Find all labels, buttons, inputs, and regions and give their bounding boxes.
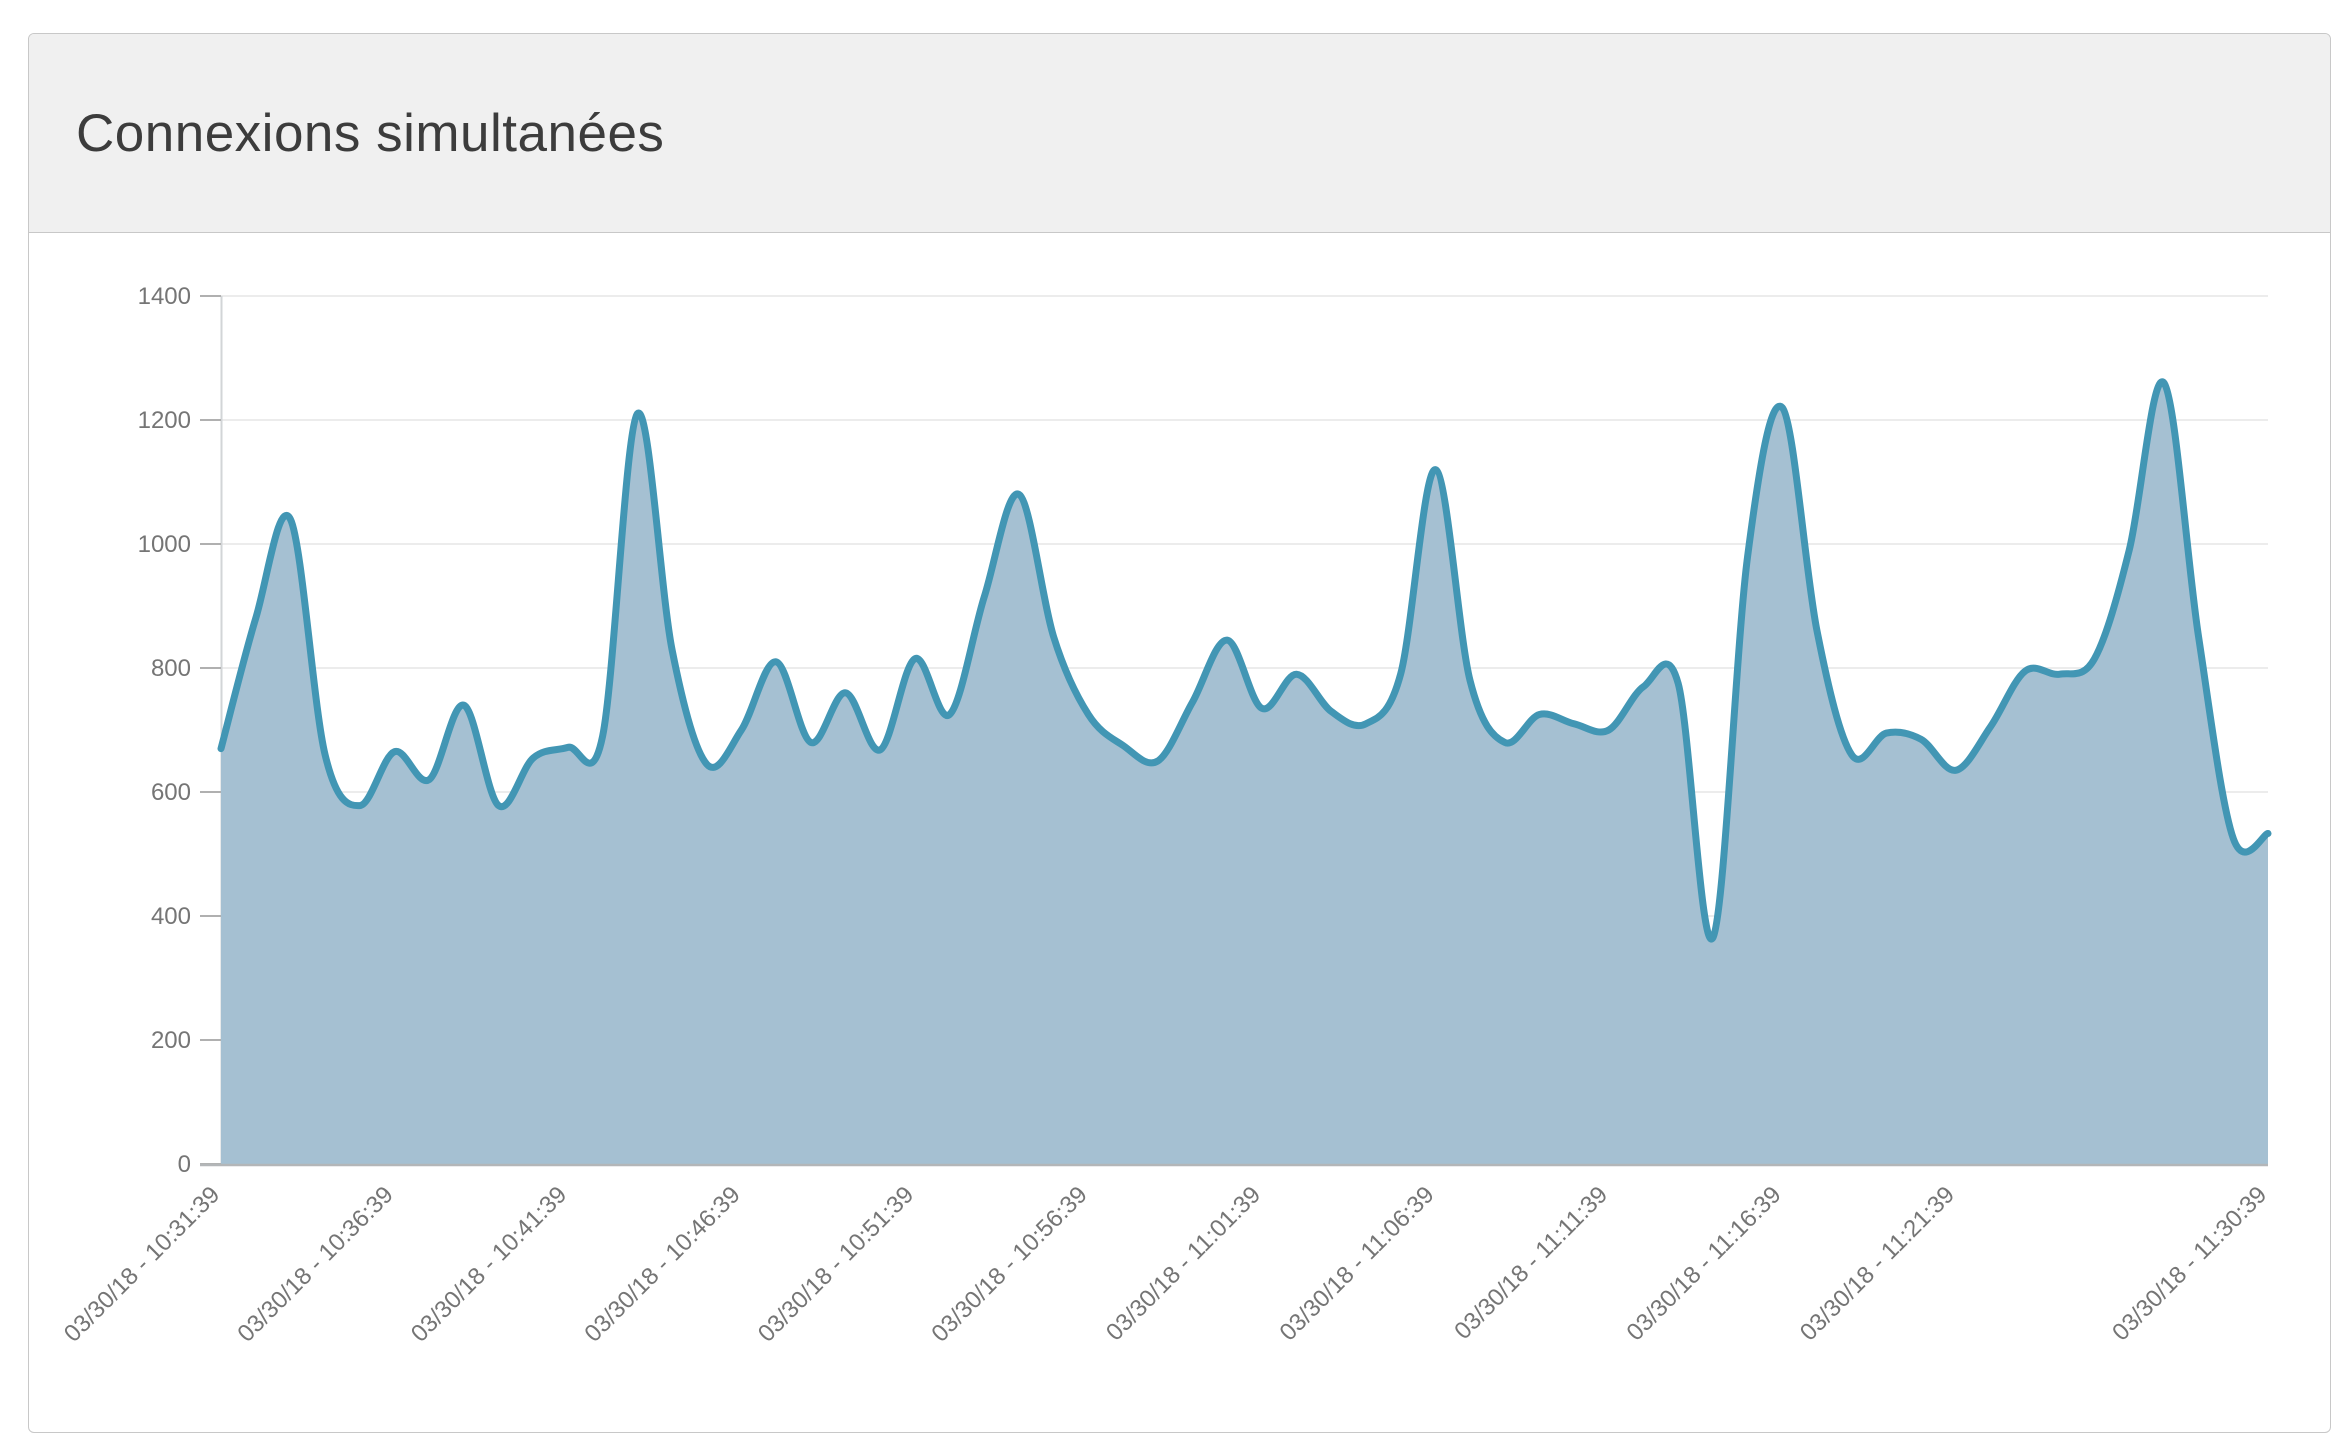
chart-title: Connexions simultanées (76, 103, 665, 163)
x-axis-label: 03/30/18 - 11:11:39 (1449, 1181, 1613, 1345)
x-axis-label: 03/30/18 - 10:31:39 (59, 1181, 225, 1347)
chart-panel: Connexions simultanées 0 200 400 600 800 1000… (28, 33, 2331, 1433)
series-line (217, 378, 2272, 943)
x-axis-label: 03/30/18 - 10:36:39 (232, 1181, 398, 1347)
y-axis-label: 400 (151, 903, 191, 930)
x-axis-label: 03/30/18 - 10:41:39 (406, 1181, 572, 1347)
y-axis-label: 600 (151, 779, 191, 806)
panel-body: 0 200 400 600 800 1000 1200 1400 03/30/18 - 10:3… (29, 233, 2330, 1432)
x-axis-label: 03/30/18 - 10:56:39 (926, 1181, 1092, 1347)
panel-header: Connexions simultanées (29, 34, 2330, 233)
x-axis-label: 03/30/18 - 11:01:39 (1101, 1181, 1266, 1346)
y-axis-label: 200 (151, 1027, 191, 1054)
connections-area-chart[interactable]: 0 200 400 600 800 1000 1200 1400 03/30/18 - 10:3… (29, 233, 2330, 1432)
x-axis-label: 03/30/18 - 10:51:39 (753, 1181, 919, 1347)
x-axis-label: 03/30/18 - 11:21:39 (1795, 1181, 1960, 1346)
y-axis-label: 0 (178, 1151, 191, 1178)
x-axis-label: 03/30/18 - 10:46:39 (579, 1181, 745, 1347)
y-axis-label: 1000 (138, 531, 191, 558)
x-axis-label: 03/30/18 - 11:16:39 (1622, 1181, 1787, 1346)
y-axis-label: 800 (151, 655, 191, 682)
y-axis-label: 1400 (138, 283, 191, 310)
x-axis-label: 03/30/18 - 11:30:39 (2107, 1181, 2272, 1346)
y-axis-label: 1200 (138, 407, 191, 434)
area-fill (221, 381, 2268, 1164)
x-axis-label: 03/30/18 - 11:06:39 (1275, 1181, 1440, 1346)
